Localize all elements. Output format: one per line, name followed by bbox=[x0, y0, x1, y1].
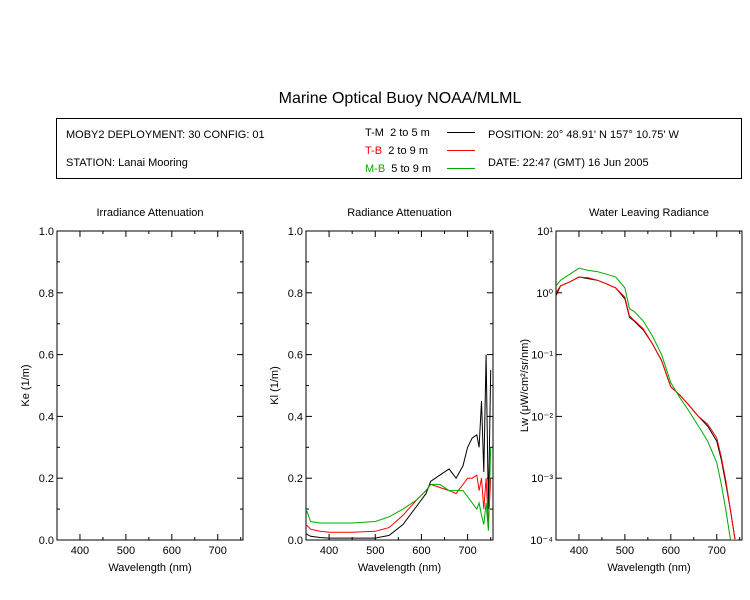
series-line-t-b bbox=[306, 474, 492, 533]
chart-2: Radiance Attenuation 400 500 600 700 0.0 0.2 0.… bbox=[269, 207, 494, 574]
date-text: DATE: 22:47 (GMT) 16 Jun 2005 bbox=[488, 157, 649, 169]
legend-item-tb: T-B 2 to 9 m bbox=[365, 145, 428, 157]
chart-title: Water Leaving Radiance bbox=[589, 207, 709, 219]
chart-1: Irradiance Attenuation 400 500 600 700 0.0 0.2… bbox=[20, 207, 244, 574]
x-axis-label: Wavelength (nm) bbox=[358, 562, 441, 574]
y-tick-label: 1.0 bbox=[288, 226, 303, 238]
legend-line-tb bbox=[447, 150, 475, 151]
legend-item-mb: M-B 5 to 9 m bbox=[365, 163, 431, 175]
y-tick-label: 0.8 bbox=[39, 288, 54, 300]
y-tick-label: 10⁻⁴ bbox=[530, 535, 553, 547]
y-tick-label: 0.0 bbox=[39, 535, 54, 547]
page-title: Marine Optical Buoy NOAA/MLML bbox=[278, 90, 522, 107]
legend-range: 5 to 9 m bbox=[391, 163, 432, 175]
chart-title: Radiance Attenuation bbox=[347, 207, 452, 219]
x-tick-label: 600 bbox=[662, 545, 680, 557]
chart-title: Irradiance Attenuation bbox=[96, 207, 203, 219]
plot-frame bbox=[56, 230, 244, 541]
y-tick-label: 0.2 bbox=[39, 473, 54, 485]
y-tick-label: 0.4 bbox=[288, 411, 303, 423]
deployment-text: MOBY2 DEPLOYMENT: 30 CONFIG: 01 bbox=[66, 129, 265, 141]
plot-frame bbox=[555, 230, 743, 541]
x-tick-label: 700 bbox=[458, 545, 476, 557]
legend-line-tm bbox=[447, 132, 475, 133]
series-line-t-m bbox=[556, 276, 738, 540]
y-tick-label: 1.0 bbox=[39, 226, 54, 238]
chart-3: Water Leaving Radiance 400 500 600 700 10⁻⁴ 10… bbox=[519, 207, 743, 574]
x-axis-label: Wavelength (nm) bbox=[607, 562, 690, 574]
y-tick-label: 0.6 bbox=[39, 350, 54, 362]
y-axis-label: Kl (1/m) bbox=[269, 366, 281, 405]
series-line-t-m bbox=[306, 354, 492, 539]
series-line-m-b bbox=[306, 447, 492, 531]
x-tick-label: 500 bbox=[366, 545, 384, 557]
x-tick-label: 500 bbox=[616, 545, 634, 557]
legend-code: M-B bbox=[365, 163, 386, 175]
x-tick-label: 600 bbox=[163, 545, 181, 557]
x-tick-label: 700 bbox=[708, 545, 726, 557]
legend-line-mb bbox=[447, 168, 475, 169]
legend-code: T-B bbox=[365, 145, 383, 157]
y-axis-label: Ke (1/m) bbox=[20, 364, 32, 406]
y-tick-label: 0.2 bbox=[288, 473, 303, 485]
y-tick-label: 10⁻¹ bbox=[531, 350, 553, 362]
y-tick-label: 10⁰ bbox=[536, 288, 553, 300]
info-box: MOBY2 DEPLOYMENT: 30 CONFIG: 01 STATION:… bbox=[56, 118, 742, 179]
x-tick-label: 400 bbox=[320, 545, 338, 557]
legend-range: 2 to 9 m bbox=[388, 145, 428, 157]
series-line-m-b bbox=[556, 267, 738, 540]
x-tick-label: 700 bbox=[209, 545, 227, 557]
y-tick-label: 0.4 bbox=[39, 411, 54, 423]
y-tick-label: 10¹ bbox=[537, 226, 553, 238]
y-tick-label: 10⁻² bbox=[531, 411, 553, 423]
y-axis-label: Lw (μW/cm²/sr/nm) bbox=[519, 339, 531, 432]
y-tick-label: 0.0 bbox=[288, 535, 303, 547]
y-tick-label: 0.6 bbox=[288, 350, 303, 362]
legend-range: 2 to 5 m bbox=[390, 127, 430, 139]
legend-code: T-M bbox=[365, 127, 384, 139]
x-tick-label: 600 bbox=[412, 545, 430, 557]
y-tick-label: 0.8 bbox=[288, 288, 303, 300]
x-axis-label: Wavelength (nm) bbox=[108, 562, 191, 574]
x-tick-label: 400 bbox=[570, 545, 588, 557]
x-tick-label: 500 bbox=[117, 545, 135, 557]
position-text: POSITION: 20° 48.91' N 157° 10.75' W bbox=[488, 129, 679, 141]
x-tick-label: 400 bbox=[71, 545, 89, 557]
y-tick-label: 10⁻³ bbox=[531, 473, 553, 485]
legend-item-tm: T-M 2 to 5 m bbox=[365, 127, 430, 139]
station-text: STATION: Lanai Mooring bbox=[66, 157, 188, 169]
series-line-t-b bbox=[556, 276, 738, 540]
